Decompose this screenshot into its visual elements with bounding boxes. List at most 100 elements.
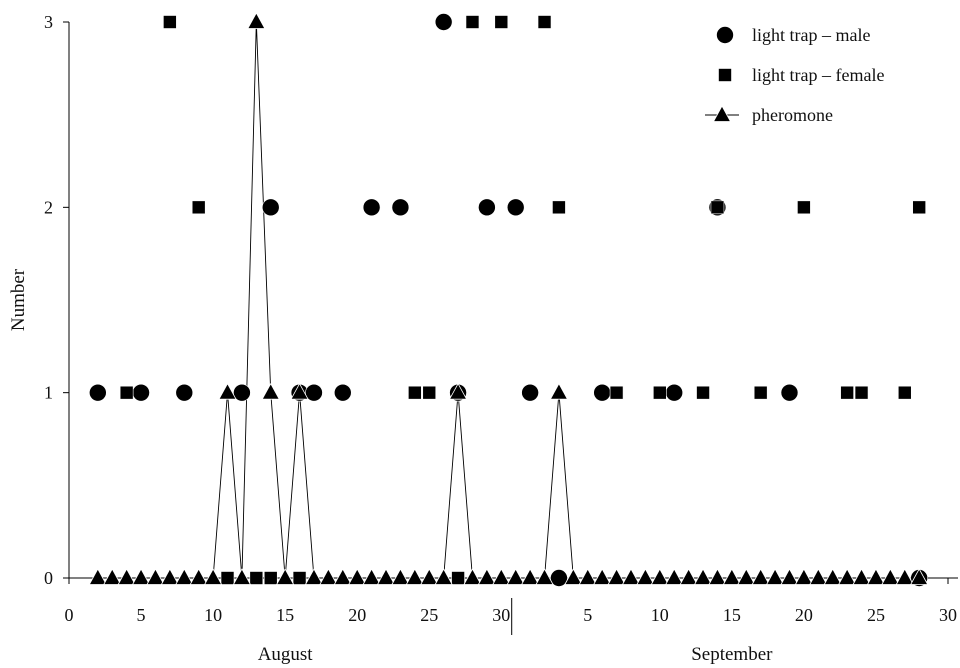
male-point [506, 198, 525, 217]
pheromone-point [247, 12, 266, 29]
female-point [753, 385, 768, 400]
male-point [434, 13, 453, 31]
male-point [132, 383, 150, 402]
pheromone-point [780, 568, 799, 585]
month-label: August [258, 644, 314, 665]
y-tick-label: 0 [44, 568, 53, 588]
pheromone-point [290, 382, 309, 400]
pheromone-point [852, 568, 871, 585]
x-tick-label: 30 [492, 605, 510, 625]
series-layer [88, 12, 929, 587]
x-tick-label: 15 [276, 605, 294, 625]
pheromone-point [621, 568, 641, 585]
female-point [191, 200, 206, 215]
male-point [175, 383, 194, 402]
male-point [550, 569, 568, 587]
female-point [710, 200, 725, 215]
female-point [552, 200, 566, 215]
female-point [249, 571, 264, 585]
pheromone-line [97, 21, 920, 579]
month-label: September [691, 644, 773, 665]
pheromone-point [304, 568, 324, 585]
female-point [854, 385, 869, 400]
female-point [494, 15, 509, 29]
male-point [780, 383, 799, 402]
y-axis-title: Number [8, 268, 29, 331]
pheromone-point [679, 568, 698, 585]
female-point [408, 385, 422, 400]
female-point [163, 15, 177, 29]
female-point [653, 385, 667, 400]
x-tick-label: 20 [348, 605, 366, 625]
pheromone-point [895, 568, 914, 585]
y-tick-label: 2 [44, 197, 53, 217]
male-point [521, 383, 539, 402]
pheromone-point [693, 568, 713, 585]
pheromone-point [348, 568, 367, 585]
pheromone-point [103, 568, 122, 585]
pheromone-point [794, 568, 814, 585]
male-point [333, 383, 352, 402]
male-point [89, 383, 107, 402]
pheromone-point [520, 568, 540, 585]
female-point [609, 385, 624, 400]
pheromone-point [477, 568, 497, 585]
x-tick-label: 15 [723, 605, 741, 625]
male-point [391, 198, 410, 217]
legend-label: light trap – female [752, 65, 884, 85]
pheromone-point [448, 382, 468, 400]
male-point [478, 198, 496, 217]
female-point [797, 200, 811, 215]
male-point [362, 198, 381, 217]
female-point [465, 15, 480, 29]
male-point [233, 383, 251, 402]
female-point [537, 15, 552, 29]
pheromone-point [535, 568, 554, 585]
pheromone-point [650, 568, 669, 585]
female-point [696, 385, 710, 400]
x-tick-label: 20 [795, 605, 813, 625]
pheromone-point [837, 568, 857, 585]
pheromone-point [564, 568, 583, 585]
male-point [593, 383, 611, 402]
pheromone-point [765, 568, 785, 585]
pheromone-point [319, 568, 338, 585]
female-point [897, 385, 912, 400]
x-tick-label: 0 [65, 605, 74, 625]
pheromone-point [809, 568, 828, 585]
pheromone-point [376, 568, 396, 585]
x-tick-label: 5 [137, 605, 146, 625]
pheromone-point [218, 382, 237, 400]
pheromone-point [405, 568, 425, 585]
pheromone-point [549, 382, 569, 400]
pheromone-point [88, 568, 107, 585]
pheromone-point [708, 568, 727, 585]
male-point [261, 198, 280, 217]
legend-pheromone-marker [712, 105, 732, 122]
pheromone-point [391, 568, 410, 585]
female-point [422, 385, 437, 400]
pheromone-point [592, 568, 612, 585]
pheromone-point [261, 382, 280, 400]
female-point [263, 571, 278, 585]
male-point [305, 383, 323, 402]
x-tick-label: 25 [867, 605, 885, 625]
pheromone-point [751, 568, 770, 585]
pheromone-point [866, 568, 886, 585]
pheromone-point [881, 568, 900, 585]
pheromone-point [463, 568, 482, 585]
x-tick-label: 25 [420, 605, 438, 625]
x-tick-label: 10 [204, 605, 222, 625]
female-point [292, 571, 307, 585]
legend-male-marker [716, 26, 734, 44]
female-point [451, 571, 465, 585]
pheromone-point [578, 568, 597, 585]
pheromone-point [189, 568, 208, 585]
male-point [665, 383, 684, 402]
female-point [840, 385, 854, 400]
pheromone-point [160, 568, 180, 585]
pheromone-point [434, 568, 453, 585]
pheromone-point [232, 568, 252, 585]
legend-female-marker [718, 68, 732, 82]
